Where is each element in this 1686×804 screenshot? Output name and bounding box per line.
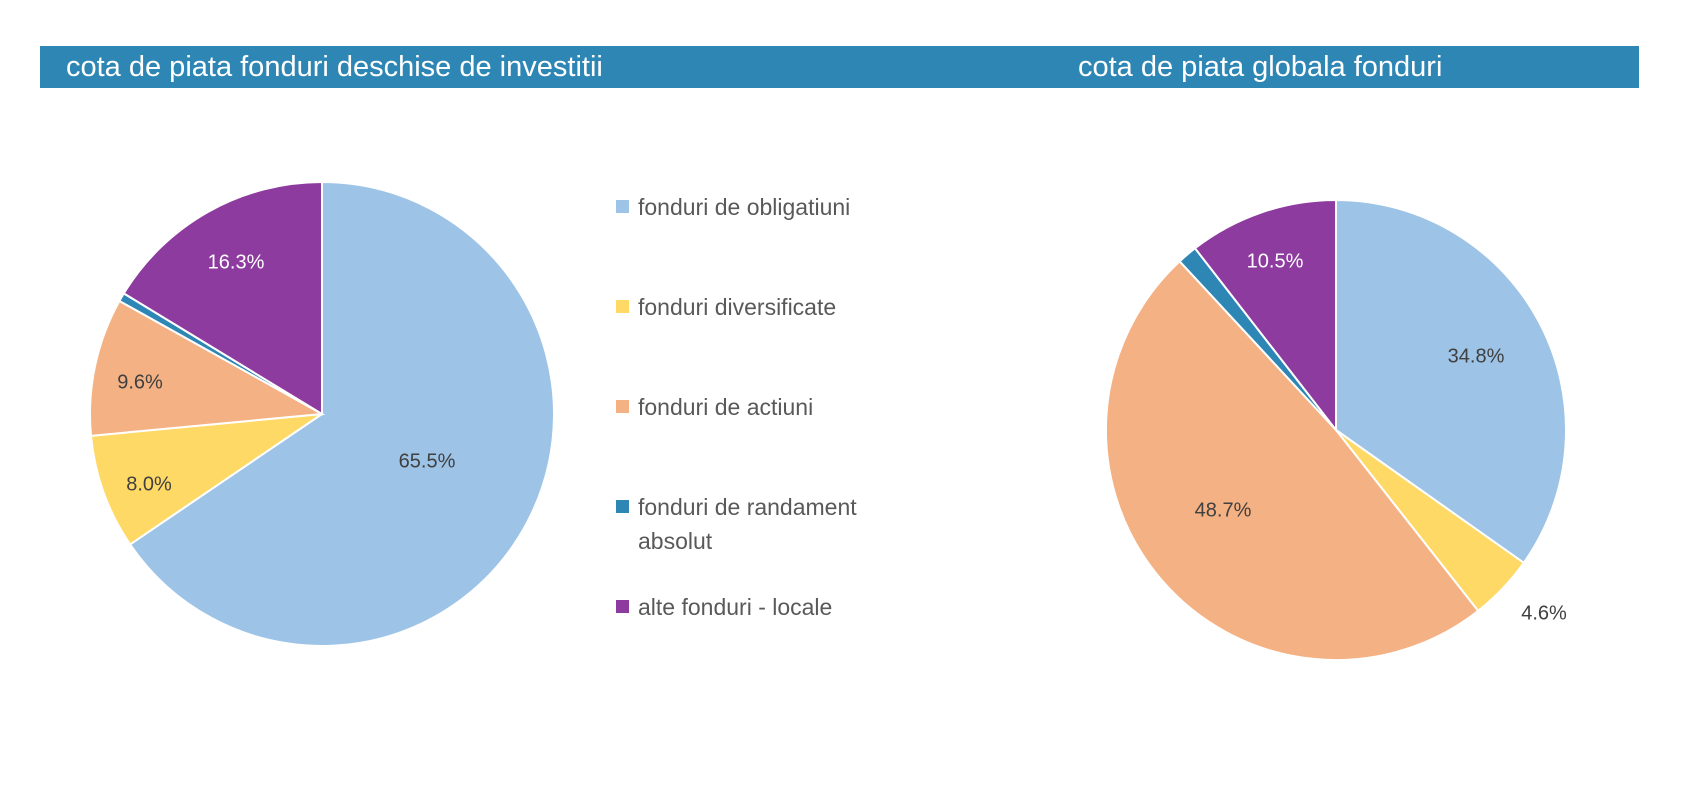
right-chart-title: cota de piata globala fonduri: [1078, 51, 1443, 83]
legend-label-diversificate: fonduri diversificate: [638, 294, 837, 320]
left-pie-slice-alte-fonduri: [122, 180, 323, 416]
legend-label-actiuni: fonduri de actiuni: [638, 394, 814, 420]
legend-swatch-randament-absolut: [616, 500, 629, 513]
legend-label-alte-fonduri: alte fonduri - locale: [638, 594, 833, 620]
legend-swatch-alte-fonduri: [616, 600, 629, 613]
right-pie-slice-actiuni: [1104, 259, 1480, 662]
left-pie-slice-actiuni: [89, 299, 326, 437]
left-pie-slice-obligatiuni: [128, 180, 556, 647]
right-pie-data-label-obligatiuni: 34.8%: [1448, 345, 1505, 367]
legend-swatch-diversificate: [616, 300, 629, 313]
legend-swatch-actiuni: [616, 400, 629, 413]
right-pie-slice-obligatiuni: [1335, 198, 1567, 565]
header-bar: cota de piata fonduri deschise de invest…: [40, 46, 1639, 88]
left-chart-title: cota de piata fonduri deschise de invest…: [66, 51, 603, 83]
left-pie-data-label-diversificate: 8.0%: [126, 473, 172, 495]
left-pie-data-label-actiuni: 9.6%: [117, 371, 163, 393]
right-pie-data-label-alte-fonduri: 10.5%: [1247, 250, 1304, 272]
legend-label-randament-absolut: fonduri de randament absolut: [638, 494, 857, 554]
left-pie-data-label-obligatiuni: 65.5%: [399, 450, 456, 472]
pie-chart-left: 65.5% 8.0% 9.6% 16.3%: [89, 180, 556, 647]
left-pie-slice-diversificate: [89, 413, 323, 546]
legend-label-obligatiuni: fonduri de obligatiuni: [638, 194, 851, 220]
right-pie-data-label-diversificate: 4.6%: [1521, 602, 1567, 624]
right-pie-slice-alte-fonduri: [1193, 198, 1337, 433]
legend-swatch-obligatiuni: [616, 200, 629, 213]
right-pie-data-label-actiuni: 48.7%: [1195, 499, 1252, 521]
left-pie-data-label-alte-fonduri: 16.3%: [208, 251, 265, 273]
